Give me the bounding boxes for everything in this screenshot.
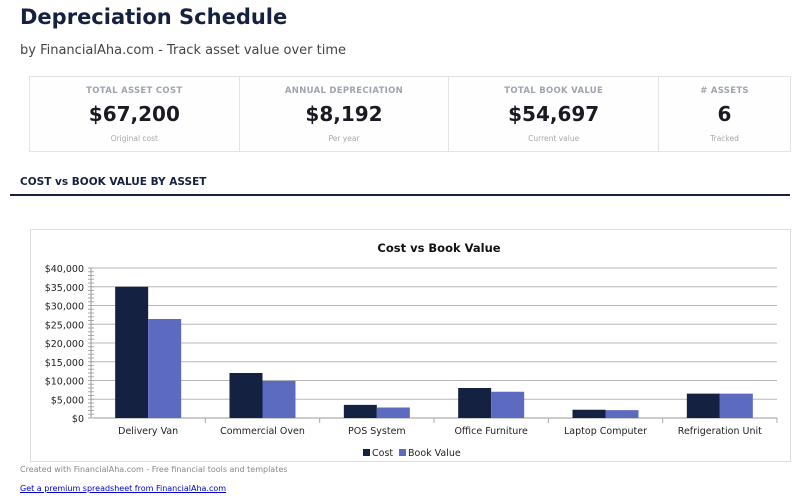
y-tick-label: $10,000 xyxy=(45,377,84,388)
legend-swatch xyxy=(399,449,406,456)
chart-container: Cost vs Book Value $0 $5,000 $10,000 $15,000… xyxy=(30,229,791,462)
cost-vs-book-chart: Cost vs Book Value $0 $5,000 $10,000 $15,000… xyxy=(45,241,778,459)
footer-credit: Created with FinancialAha.com - Free fin… xyxy=(20,465,288,474)
section-divider xyxy=(10,194,790,196)
y-tick-label: $35,000 xyxy=(45,283,84,294)
legend-label: Book Value xyxy=(408,448,461,459)
kpi-annual-depreciation: ANNUAL DEPRECIATION $8,192 Per year xyxy=(239,77,450,151)
kpi-sub: Current value xyxy=(528,134,580,143)
kpi-sub: Tracked xyxy=(710,134,739,143)
y-tick-label: $25,000 xyxy=(45,320,84,331)
kpi-label: TOTAL BOOK VALUE xyxy=(504,86,604,96)
kpi-total-book-value: TOTAL BOOK VALUE $54,697 Current value xyxy=(449,77,660,151)
page-subtitle: by FinancialAha.com - Track asset value … xyxy=(20,43,346,58)
bar-book-value xyxy=(719,393,753,418)
bar-book-value xyxy=(491,391,525,418)
bar-book-value xyxy=(148,319,182,418)
y-tick-label: $20,000 xyxy=(45,339,84,350)
legend-swatch xyxy=(363,449,370,456)
bar-cost xyxy=(115,286,149,418)
kpi-label: ANNUAL DEPRECIATION xyxy=(284,86,404,96)
chart-title: Cost vs Book Value xyxy=(377,241,500,255)
y-tick-label: $15,000 xyxy=(45,358,84,369)
y-tick-label: $40,000 xyxy=(45,264,84,275)
kpi-value: $8,192 xyxy=(305,102,383,126)
kpi-value: $67,200 xyxy=(88,102,180,126)
bar-book-value xyxy=(376,407,410,418)
kpi-sub: Original cost xyxy=(110,134,158,143)
page-title: Depreciation Schedule xyxy=(20,5,288,29)
y-tick-label: $0 xyxy=(72,414,84,425)
bar-cost xyxy=(458,388,492,418)
kpi-sub: Per year xyxy=(328,134,360,143)
kpi-label: TOTAL ASSET COST xyxy=(86,86,183,96)
x-tick-label: Delivery Van xyxy=(118,426,178,437)
kpi-label: # ASSETS xyxy=(700,86,749,96)
kpi-total-asset-cost: TOTAL ASSET COST $67,200 Original cost xyxy=(30,77,240,151)
bar-cost xyxy=(572,409,606,418)
x-tick-label: Office Furniture xyxy=(454,426,528,437)
kpi-row: TOTAL ASSET COST $67,200 Original cost ANN… xyxy=(29,76,791,152)
section-title: COST vs BOOK VALUE BY ASSET xyxy=(20,176,207,188)
legend-label: Cost xyxy=(372,448,393,459)
y-tick-label: $30,000 xyxy=(45,302,84,313)
x-tick-label: Commercial Oven xyxy=(220,426,305,437)
bar-book-value xyxy=(605,410,639,418)
bar-book-value xyxy=(262,380,296,418)
premium-link[interactable]: Get a premium spreadsheet from Financial… xyxy=(20,484,227,493)
x-tick-label: Laptop Computer xyxy=(564,426,647,437)
kpi-value: $54,697 xyxy=(508,102,600,126)
bar-cost xyxy=(229,373,263,418)
x-tick-label: Refrigeration Unit xyxy=(678,426,762,437)
kpi-value: 6 xyxy=(717,102,732,126)
bar-cost xyxy=(686,393,720,418)
bar-cost xyxy=(343,404,377,418)
kpi-asset-count: # ASSETS 6 Tracked xyxy=(659,77,791,151)
y-tick-label: $5,000 xyxy=(51,395,84,406)
x-tick-label: POS System xyxy=(348,426,406,437)
